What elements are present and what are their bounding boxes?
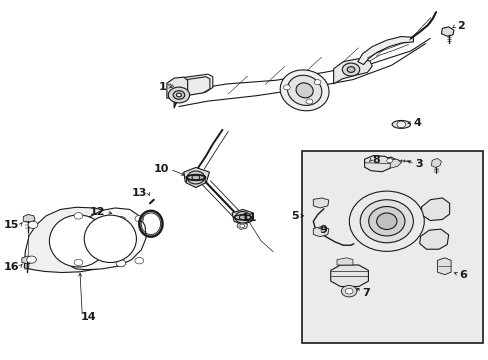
Polygon shape (23, 215, 35, 222)
Circle shape (27, 256, 36, 263)
Text: 5: 5 (291, 211, 298, 221)
Circle shape (314, 80, 320, 85)
Ellipse shape (360, 200, 412, 243)
Polygon shape (384, 157, 395, 164)
Circle shape (187, 171, 204, 184)
Text: 7: 7 (362, 288, 369, 298)
Polygon shape (72, 208, 146, 270)
Text: 12: 12 (90, 207, 105, 217)
Ellipse shape (84, 215, 136, 262)
Polygon shape (183, 167, 209, 184)
Polygon shape (171, 85, 173, 86)
Text: 9: 9 (319, 225, 326, 235)
Text: 6: 6 (458, 270, 466, 280)
Polygon shape (336, 258, 352, 265)
Text: 1: 1 (159, 82, 166, 92)
Polygon shape (232, 210, 253, 225)
Polygon shape (22, 256, 34, 264)
Circle shape (116, 217, 125, 224)
Polygon shape (169, 84, 171, 85)
Circle shape (168, 87, 189, 103)
Circle shape (239, 215, 245, 220)
Circle shape (74, 213, 82, 219)
Circle shape (305, 99, 312, 104)
Circle shape (346, 67, 354, 72)
Circle shape (192, 175, 199, 180)
Polygon shape (175, 77, 209, 106)
Circle shape (386, 158, 392, 163)
Text: 2: 2 (456, 21, 464, 31)
Polygon shape (167, 84, 169, 85)
Text: 14: 14 (80, 312, 96, 322)
Ellipse shape (280, 70, 328, 111)
Text: 3: 3 (415, 159, 423, 169)
Polygon shape (333, 59, 371, 84)
Polygon shape (174, 74, 212, 108)
Circle shape (283, 85, 290, 90)
Polygon shape (419, 229, 448, 249)
Circle shape (116, 260, 125, 267)
Text: 11: 11 (241, 213, 257, 222)
Ellipse shape (376, 213, 396, 229)
Text: 4: 4 (412, 118, 420, 128)
Circle shape (74, 259, 82, 266)
Ellipse shape (287, 75, 321, 105)
Circle shape (240, 224, 244, 228)
Polygon shape (364, 156, 391, 172)
Polygon shape (421, 198, 449, 221)
Polygon shape (357, 37, 412, 64)
Circle shape (28, 221, 38, 228)
Text: 8: 8 (371, 155, 379, 165)
Polygon shape (441, 27, 453, 36)
Polygon shape (330, 265, 367, 287)
Bar (302, 151, 483, 343)
Polygon shape (237, 222, 247, 229)
Ellipse shape (368, 207, 404, 236)
Polygon shape (313, 226, 328, 237)
Circle shape (173, 91, 184, 99)
Circle shape (235, 212, 250, 223)
Ellipse shape (348, 191, 424, 251)
Circle shape (396, 121, 405, 128)
Circle shape (342, 63, 359, 76)
Text: 15: 15 (4, 220, 20, 230)
Text: 10: 10 (154, 164, 169, 174)
Polygon shape (430, 158, 441, 167)
Circle shape (135, 216, 143, 222)
Circle shape (341, 285, 356, 297)
Polygon shape (389, 159, 401, 168)
Circle shape (135, 257, 143, 264)
Ellipse shape (295, 83, 313, 98)
Circle shape (176, 93, 181, 97)
Polygon shape (171, 86, 174, 87)
Polygon shape (313, 198, 328, 208)
Circle shape (345, 288, 352, 294)
Text: 16: 16 (4, 262, 20, 272)
Polygon shape (437, 258, 450, 275)
Polygon shape (24, 207, 129, 273)
Ellipse shape (49, 215, 107, 267)
Polygon shape (186, 174, 205, 188)
Ellipse shape (391, 121, 409, 129)
Polygon shape (166, 77, 187, 98)
Text: 13: 13 (132, 188, 147, 198)
